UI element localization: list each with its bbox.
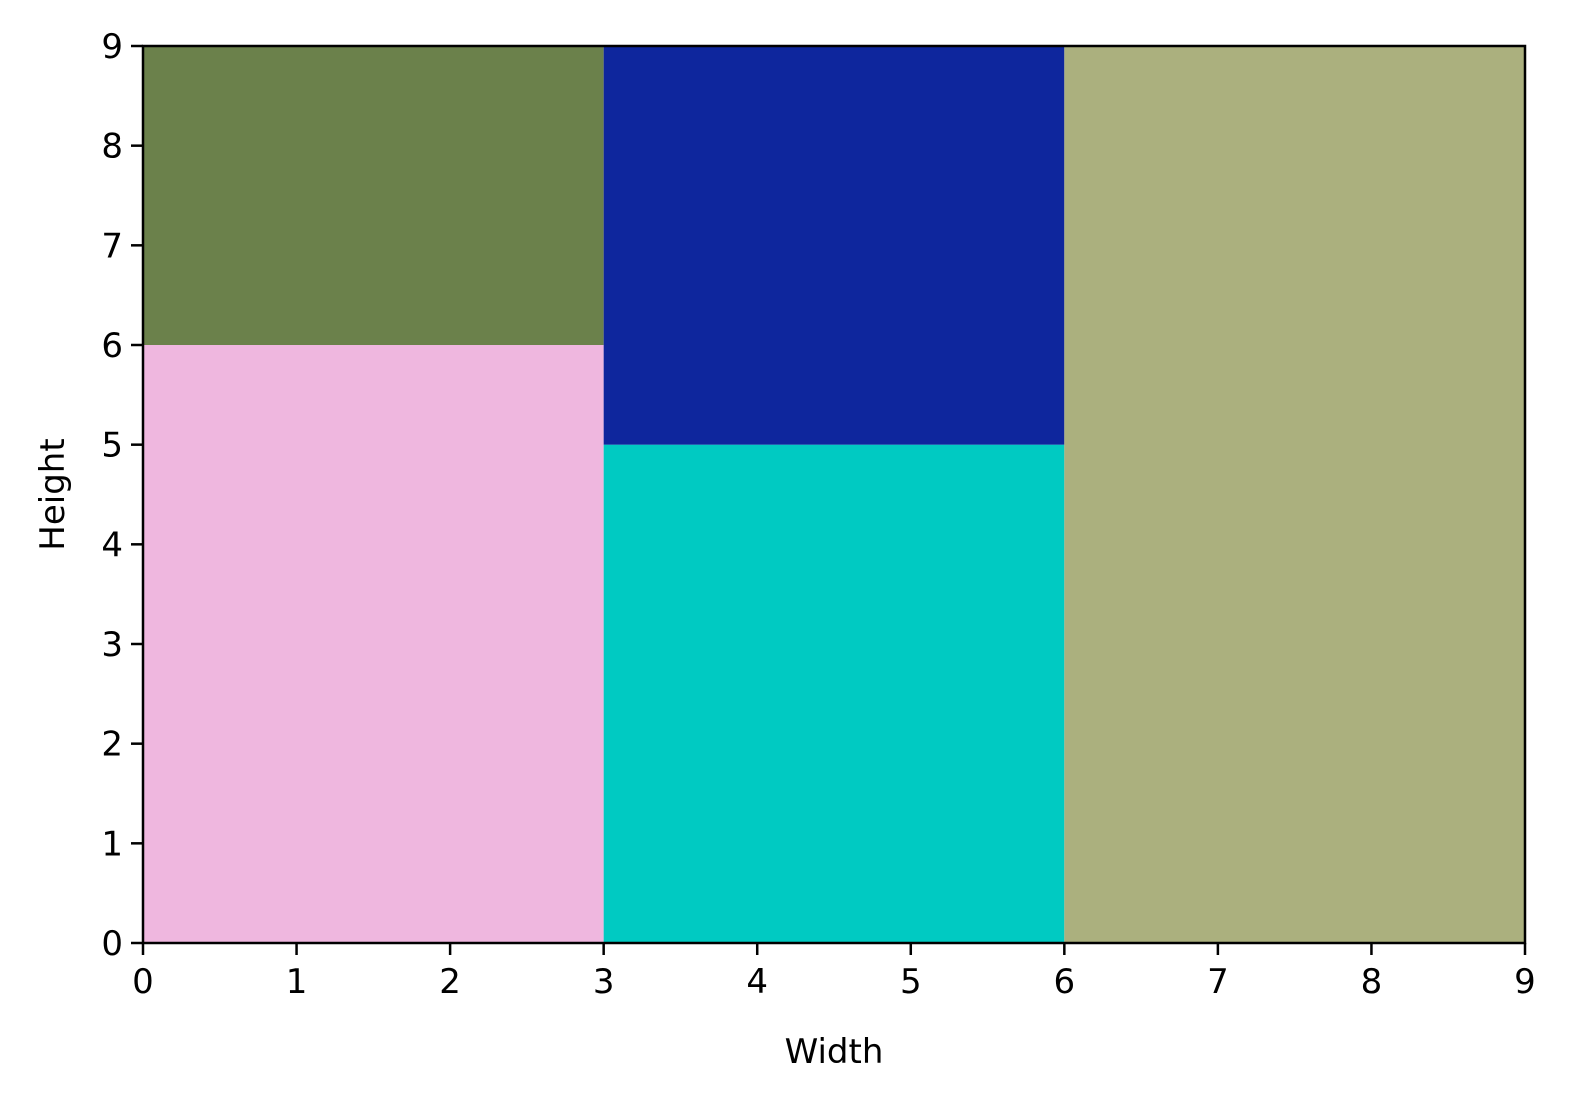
x-axis-label: Width: [785, 1032, 884, 1072]
y-axis-label: Height: [33, 438, 73, 550]
y-tick-label-1: 1: [101, 824, 123, 864]
x-tick-label-4: 4: [746, 962, 768, 1002]
x-tick-label-6: 6: [1054, 962, 1076, 1002]
treemap-rect-4: [1064, 46, 1525, 943]
y-tick-label-4: 4: [101, 525, 123, 565]
y-tick-label-3: 3: [101, 625, 123, 665]
treemap-rect-2: [603, 444, 1065, 943]
y-tick-label-6: 6: [101, 326, 123, 366]
y-tick-label-5: 5: [101, 426, 123, 466]
y-tick-label-9: 9: [101, 27, 123, 67]
treemap-rect-3: [603, 46, 1065, 445]
y-tick-label-8: 8: [101, 127, 123, 167]
treemap-rect-0: [143, 345, 604, 943]
x-tick-label-7: 7: [1207, 962, 1229, 1002]
rectangles-layer: [143, 46, 1525, 943]
y-tick-label-7: 7: [101, 226, 123, 266]
treemap-rect-1: [143, 46, 604, 345]
x-tick-label-8: 8: [1361, 962, 1383, 1002]
x-tick-label-3: 3: [593, 962, 615, 1002]
x-tick-label-9: 9: [1514, 962, 1536, 1002]
x-tick-label-0: 0: [132, 962, 154, 1002]
x-tick-label-1: 1: [286, 962, 308, 1002]
x-tick-label-5: 5: [900, 962, 922, 1002]
x-axis-ticks: 0 1 2 3 4 5 6 7 8 9: [132, 943, 1536, 1002]
y-tick-label-0: 0: [101, 924, 123, 964]
plot-frame: [141, 44, 1527, 945]
y-tick-label-2: 2: [101, 725, 123, 765]
y-axis-ticks: 0 1 2 3 4 5 6 7 8 9: [101, 27, 143, 964]
x-tick-label-2: 2: [439, 962, 461, 1002]
